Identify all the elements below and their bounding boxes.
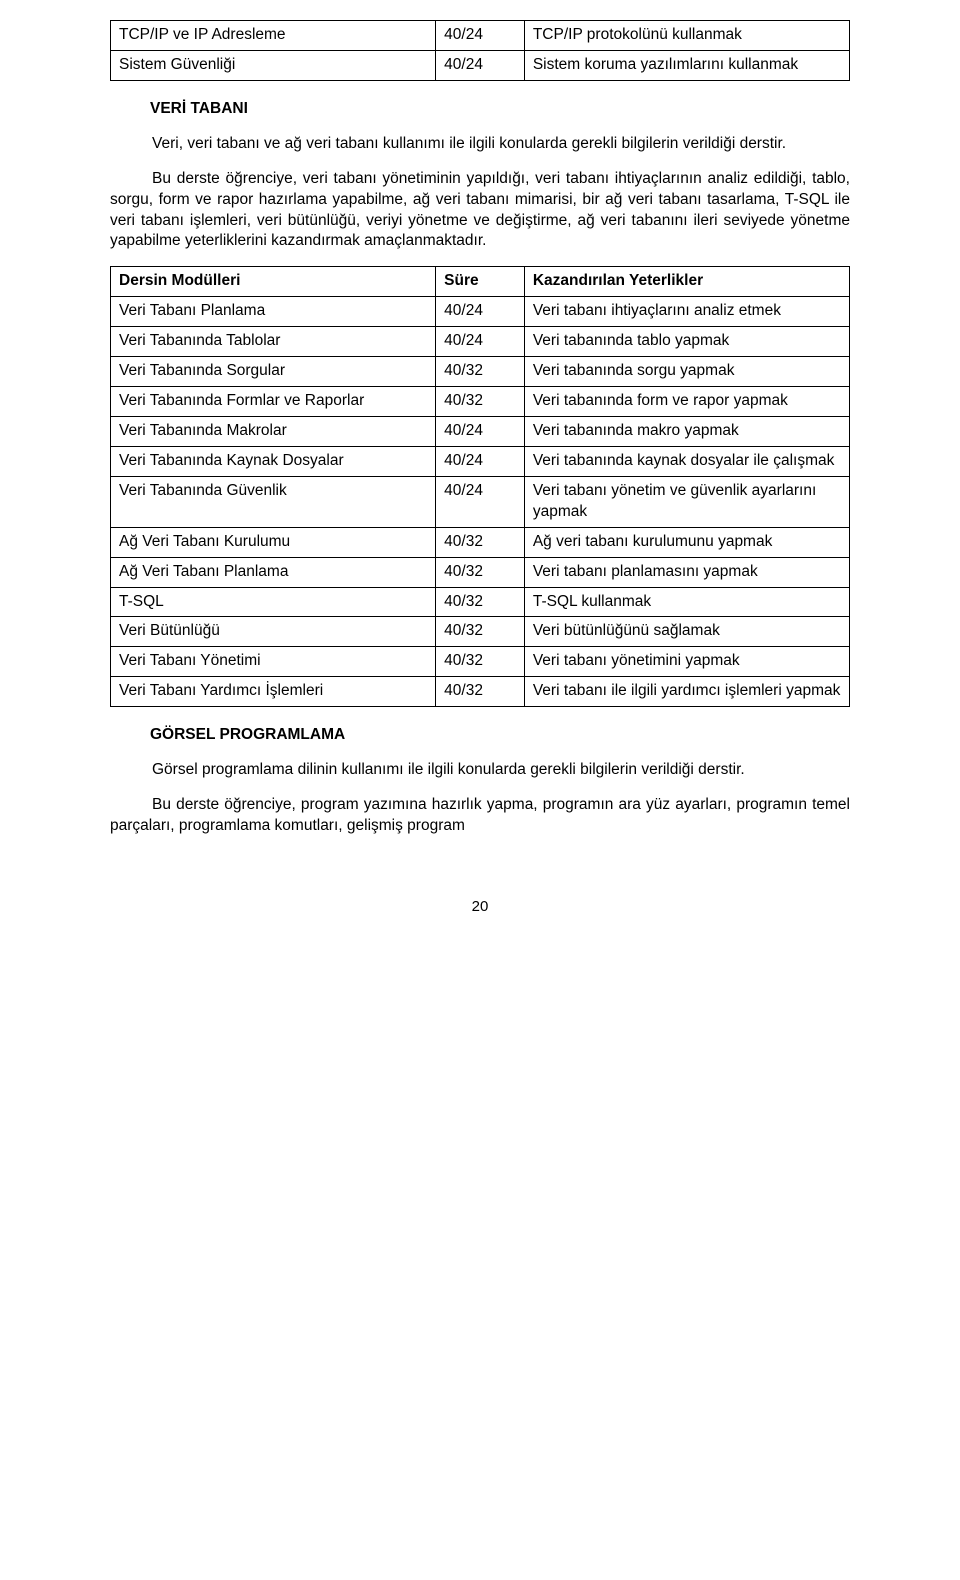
cell-module: Veri Tabanında Kaynak Dosyalar [111, 446, 436, 476]
table-row: Veri Tabanında Tablolar 40/24 Veri taban… [111, 327, 850, 357]
modules-table: Dersin Modülleri Süre Kazandırılan Yeter… [110, 266, 850, 707]
table-row: Veri Tabanında Formlar ve Raporlar 40/32… [111, 387, 850, 417]
cell-module: Sistem Güvenliği [111, 50, 436, 80]
cell-module: Veri Tabanında Sorgular [111, 357, 436, 387]
section-title-veritabani: VERİ TABANI [150, 99, 850, 120]
section2-para1: Görsel programlama dilinin kullanımı ile… [110, 760, 850, 781]
cell-module: Veri Tabanında Makrolar [111, 416, 436, 446]
section2-para2: Bu derste öğrenciye, program yazımına ha… [110, 795, 850, 837]
cell-desc: T-SQL kullanmak [524, 587, 849, 617]
cell-module: Ağ Veri Tabanı Planlama [111, 557, 436, 587]
cell-module: Veri Tabanında Tablolar [111, 327, 436, 357]
cell-module: Veri Tabanı Yönetimi [111, 647, 436, 677]
cell-desc: Veri tabanında form ve rapor yapmak [524, 387, 849, 417]
table-row: Veri Tabanında Makrolar 40/24 Veri taban… [111, 416, 850, 446]
cell-module: T-SQL [111, 587, 436, 617]
header-duration: Süre [436, 267, 525, 297]
cell-duration: 40/24 [436, 446, 525, 476]
cell-duration: 40/24 [436, 50, 525, 80]
section-title-gorsel: GÖRSEL PROGRAMLAMA [150, 725, 850, 746]
cell-duration: 40/32 [436, 647, 525, 677]
cell-duration: 40/24 [436, 297, 525, 327]
cell-module: Veri Tabanı Yardımcı İşlemleri [111, 677, 436, 707]
table-row: Ağ Veri Tabanı Kurulumu 40/32 Ağ veri ta… [111, 527, 850, 557]
cell-desc: Ağ veri tabanı kurulumunu yapmak [524, 527, 849, 557]
header-skills: Kazandırılan Yeterlikler [524, 267, 849, 297]
cell-module: Veri Tabanında Güvenlik [111, 476, 436, 527]
cell-duration: 40/32 [436, 557, 525, 587]
cell-duration: 40/32 [436, 677, 525, 707]
cell-module: Veri Tabanında Formlar ve Raporlar [111, 387, 436, 417]
cell-duration: 40/32 [436, 527, 525, 557]
cell-desc: Veri tabanı planlamasını yapmak [524, 557, 849, 587]
cell-duration: 40/32 [436, 357, 525, 387]
cell-desc: Veri tabanı yönetim ve güvenlik ayarları… [524, 476, 849, 527]
cell-desc: Veri tabanı yönetimini yapmak [524, 647, 849, 677]
table-header-row: Dersin Modülleri Süre Kazandırılan Yeter… [111, 267, 850, 297]
cell-duration: 40/24 [436, 416, 525, 446]
cell-duration: 40/24 [436, 327, 525, 357]
table-row: TCP/IP ve IP Adresleme 40/24 TCP/IP prot… [111, 21, 850, 51]
cell-desc: Veri tabanı ile ilgili yardımcı işlemler… [524, 677, 849, 707]
table-row: Veri Tabanı Yönetimi 40/32 Veri tabanı y… [111, 647, 850, 677]
cell-desc: TCP/IP protokolünü kullanmak [524, 21, 849, 51]
table-row: Veri Tabanı Yardımcı İşlemleri 40/32 Ver… [111, 677, 850, 707]
cell-desc: Veri tabanında tablo yapmak [524, 327, 849, 357]
table-row: Veri Tabanında Güvenlik 40/24 Veri taban… [111, 476, 850, 527]
cell-duration: 40/24 [436, 21, 525, 51]
table-row: Veri Tabanında Kaynak Dosyalar 40/24 Ver… [111, 446, 850, 476]
cell-desc: Veri tabanında makro yapmak [524, 416, 849, 446]
cell-module: Veri Bütünlüğü [111, 617, 436, 647]
cell-duration: 40/32 [436, 387, 525, 417]
cell-desc: Veri tabanında kaynak dosyalar ile çalış… [524, 446, 849, 476]
page-number: 20 [110, 897, 850, 917]
table-row: Veri Tabanı Planlama 40/24 Veri tabanı i… [111, 297, 850, 327]
table-row: Sistem Güvenliği 40/24 Sistem koruma yaz… [111, 50, 850, 80]
top-table: TCP/IP ve IP Adresleme 40/24 TCP/IP prot… [110, 20, 850, 81]
table-row: Veri Tabanında Sorgular 40/32 Veri taban… [111, 357, 850, 387]
table-row: Veri Bütünlüğü 40/32 Veri bütünlüğünü sa… [111, 617, 850, 647]
section1-para2: Bu derste öğrenciye, veri tabanı yönetim… [110, 169, 850, 253]
header-modules: Dersin Modülleri [111, 267, 436, 297]
section1-para1: Veri, veri tabanı ve ağ veri tabanı kull… [110, 134, 850, 155]
cell-desc: Veri tabanında sorgu yapmak [524, 357, 849, 387]
cell-desc: Veri bütünlüğünü sağlamak [524, 617, 849, 647]
table-row: Ağ Veri Tabanı Planlama 40/32 Veri taban… [111, 557, 850, 587]
cell-desc: Veri tabanı ihtiyaçlarını analiz etmek [524, 297, 849, 327]
cell-desc: Sistem koruma yazılımlarını kullanmak [524, 50, 849, 80]
cell-module: TCP/IP ve IP Adresleme [111, 21, 436, 51]
cell-duration: 40/24 [436, 476, 525, 527]
table-row: T-SQL 40/32 T-SQL kullanmak [111, 587, 850, 617]
cell-module: Veri Tabanı Planlama [111, 297, 436, 327]
cell-module: Ağ Veri Tabanı Kurulumu [111, 527, 436, 557]
cell-duration: 40/32 [436, 587, 525, 617]
cell-duration: 40/32 [436, 617, 525, 647]
